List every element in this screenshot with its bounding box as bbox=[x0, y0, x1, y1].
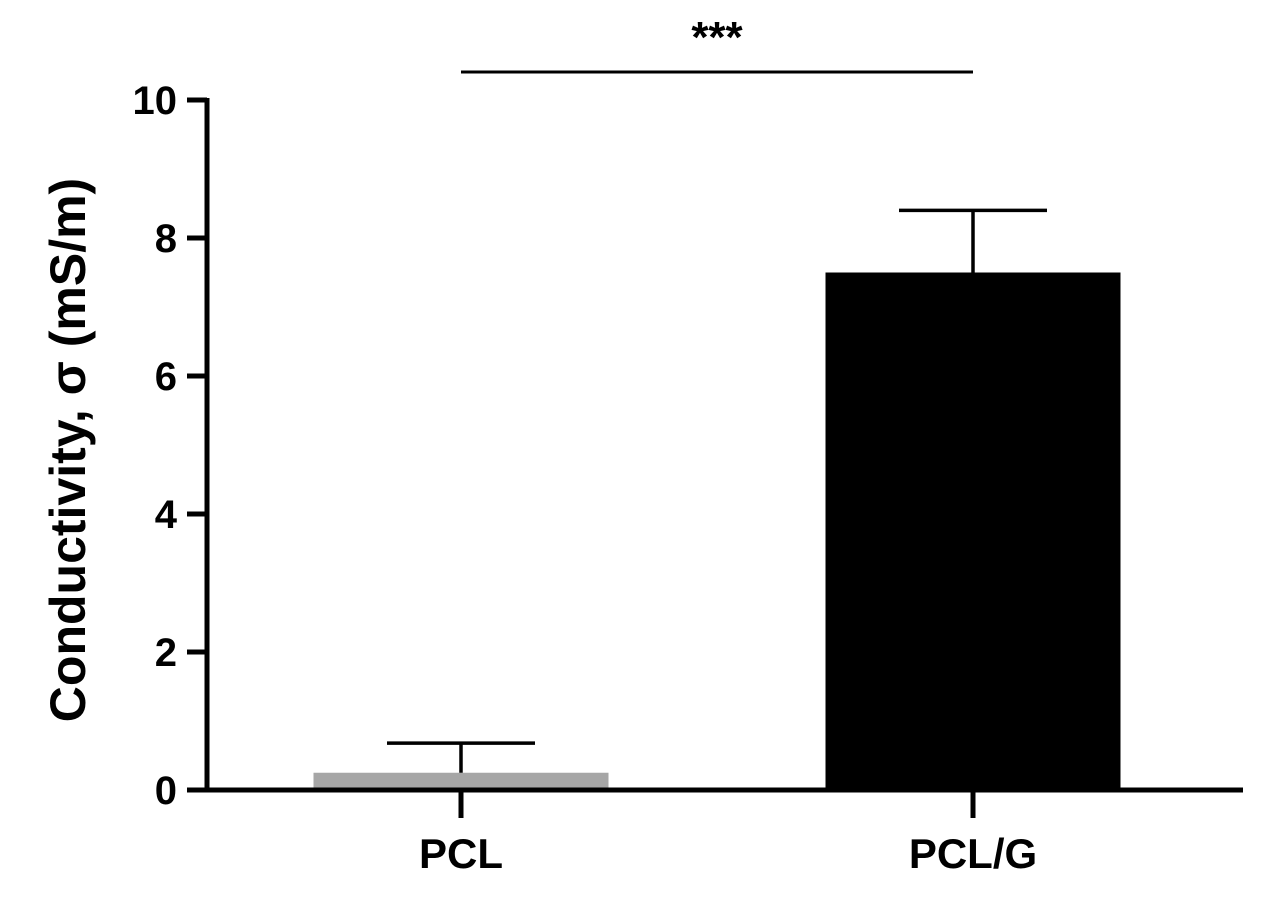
significance-group: *** bbox=[461, 13, 973, 74]
bars-group bbox=[313, 272, 1121, 790]
y-tick-label: 8 bbox=[155, 217, 177, 261]
x-tick-label: PCL bbox=[419, 830, 503, 877]
y-tick-label: 2 bbox=[155, 631, 177, 675]
x-tick-label: PCL/G bbox=[909, 830, 1037, 877]
bar-pcl-g bbox=[825, 272, 1121, 790]
y-axis-title: Conductivity, σ (mS/m) bbox=[40, 178, 96, 722]
y-ticks-group: 0 2 4 6 8 10 bbox=[133, 79, 207, 813]
bar-pcl bbox=[313, 772, 609, 790]
y-tick-label: 0 bbox=[155, 769, 177, 813]
x-ticks-group: PCL PCL/G bbox=[419, 790, 1037, 877]
y-tick-label: 6 bbox=[155, 355, 177, 399]
y-tick-label: 4 bbox=[155, 493, 178, 537]
axes-group bbox=[204, 98, 1243, 793]
error-bars-group bbox=[387, 208, 1047, 773]
y-tick-label: 10 bbox=[133, 79, 178, 123]
significance-label: *** bbox=[691, 13, 743, 62]
